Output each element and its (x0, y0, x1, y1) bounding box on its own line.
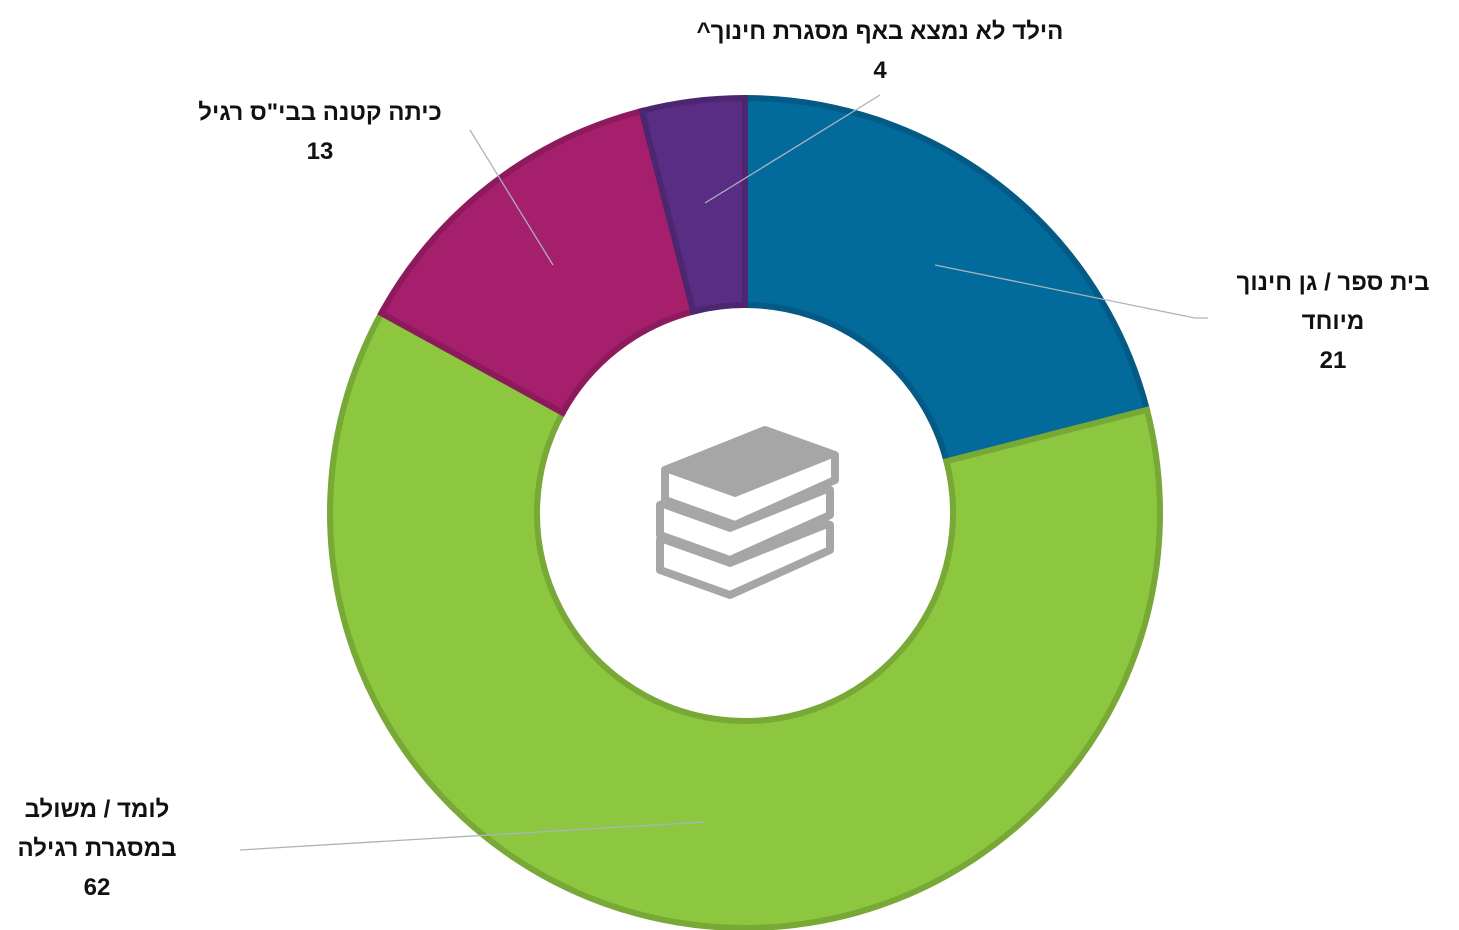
slice (377, 107, 697, 417)
slice (638, 94, 748, 316)
books-icon (656, 426, 839, 599)
leader-line (469, 129, 554, 266)
slice (327, 308, 1163, 930)
label-value: 21 (1319, 347, 1347, 374)
label-value: 4 (873, 57, 887, 84)
label-value: 13 (306, 138, 334, 165)
label-category: הילד לא נמצא באף מסגרת חינוך^ (696, 18, 1064, 45)
label-value: 62 (83, 874, 111, 901)
slice (742, 94, 1151, 465)
data-label: כיתה קטנה בבי"ס רגיל 13 (170, 93, 470, 171)
label-category: כיתה קטנה בבי"ס רגיל (198, 99, 442, 126)
leader-line (934, 264, 1208, 319)
data-label: הילד לא נמצא באף מסגרת חינוך^ 4 (650, 12, 1110, 90)
data-label: בית ספר / גן חינוך מיוחד 21 (1218, 263, 1448, 380)
leader-lines (239, 94, 1208, 851)
label-category: בית ספר / גן חינוך מיוחד (1236, 269, 1430, 335)
leader-line (704, 94, 881, 204)
slices (327, 94, 1163, 930)
data-label: לומד / משולב במסגרת רגילה 62 (2, 790, 192, 907)
leader-line (239, 821, 706, 851)
label-category: לומד / משולב במסגרת רגילה (17, 796, 177, 862)
